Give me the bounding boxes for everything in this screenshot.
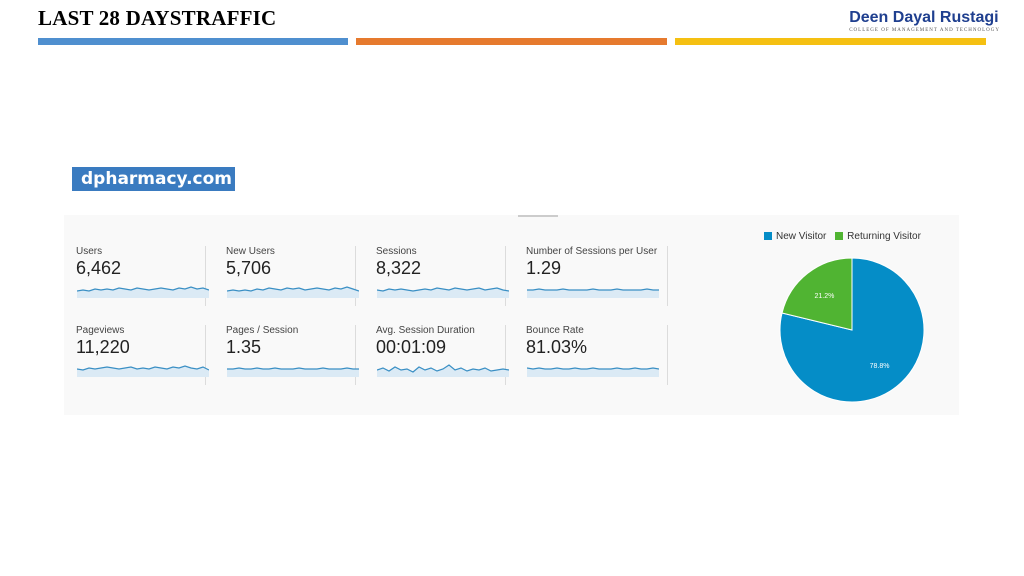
- sparkline-area: [227, 368, 359, 377]
- metric-label: Users: [76, 246, 103, 257]
- metric-sessions[interactable]: Sessions 8,322: [365, 246, 509, 306]
- legend-label: Returning Visitor: [847, 231, 921, 242]
- metric-sessions-per-user[interactable]: Number of Sessions per User 1.29: [515, 246, 668, 306]
- metric-label: Pages / Session: [226, 325, 299, 336]
- metric-value: 00:01:09: [376, 337, 447, 357]
- sparkline-line: [377, 364, 509, 373]
- metric-value: 81.03%: [526, 337, 588, 357]
- sparkline-line: [527, 288, 659, 291]
- metric-label: Pageviews: [76, 325, 125, 336]
- logo-name: Deen Dayal Rustagi: [849, 9, 999, 26]
- slide-title: LAST 28 DAYSTRAFFIC: [38, 6, 277, 30]
- pie-legend: New Visitor Returning Visitor: [764, 231, 927, 242]
- metric-pageviews[interactable]: Pageviews 11,220: [65, 325, 209, 385]
- sparkline: [77, 286, 209, 298]
- sparkline-line: [77, 286, 209, 292]
- legend-item-returning-visitor[interactable]: Returning Visitor: [835, 231, 921, 242]
- metric-label: Avg. Session Duration: [376, 325, 475, 336]
- sparkline-line: [527, 367, 659, 370]
- sparkline-line: [227, 367, 359, 370]
- sparkline: [527, 288, 659, 298]
- pie-slice-returning-visitor[interactable]: [781, 257, 853, 331]
- metric-label: New Users: [226, 246, 275, 257]
- accent-bar-yellow: [675, 38, 986, 45]
- sparkline-area: [527, 289, 659, 298]
- metric-value: 1.29: [526, 258, 562, 278]
- sparkline: [227, 367, 359, 377]
- sparkline-area: [77, 366, 209, 377]
- sparkline: [77, 365, 209, 377]
- sparkline: [527, 367, 659, 377]
- site-label: dpharmacy.com: [72, 167, 235, 191]
- metric-value: 5,706: [226, 258, 272, 278]
- tab-indicator: [518, 215, 558, 217]
- metric-value: 1.35: [226, 337, 262, 357]
- pie-data-label: 21.2%: [814, 293, 834, 300]
- metric-label: Sessions: [376, 246, 417, 257]
- sparkline: [377, 364, 509, 377]
- pie-data-label: 78.8%: [870, 363, 890, 370]
- metric-users[interactable]: Users 6,462: [65, 246, 209, 306]
- legend-item-new-visitor[interactable]: New Visitor: [764, 231, 826, 242]
- metric-value: 6,462: [76, 258, 122, 278]
- sparkline-line: [77, 365, 209, 371]
- metric-label: Number of Sessions per User: [526, 246, 658, 257]
- sparkline-line: [227, 286, 359, 292]
- sparkline: [377, 287, 509, 298]
- legend-label: New Visitor: [776, 231, 827, 242]
- metric-label: Bounce Rate: [526, 325, 584, 336]
- visitor-pie-chart: 78.8% 21.2%: [779, 257, 925, 403]
- metric-value: 11,220: [76, 337, 130, 357]
- accent-bar-blue: [38, 38, 348, 45]
- accent-bar-orange: [356, 38, 667, 45]
- metric-new-users[interactable]: New Users 5,706: [215, 246, 359, 306]
- logo-subtitle: COLLEGE OF MANAGEMENT AND TECHNOLOGY: [849, 28, 1000, 33]
- sparkline-area: [527, 368, 659, 377]
- metric-bounce-rate[interactable]: Bounce Rate 81.03%: [515, 325, 668, 385]
- legend-swatch: [764, 232, 772, 240]
- college-logo: Deen Dayal Rustagi COLLEGE OF MANAGEMENT…: [849, 9, 1000, 33]
- metric-pages-per-session[interactable]: Pages / Session 1.35: [215, 325, 359, 385]
- metric-value: 8,322: [376, 258, 422, 278]
- sparkline-area: [377, 365, 509, 377]
- legend-swatch: [835, 232, 844, 240]
- sparkline: [227, 286, 359, 298]
- sparkline-line: [377, 287, 509, 292]
- metric-avg-session-duration[interactable]: Avg. Session Duration 00:01:09: [365, 325, 509, 385]
